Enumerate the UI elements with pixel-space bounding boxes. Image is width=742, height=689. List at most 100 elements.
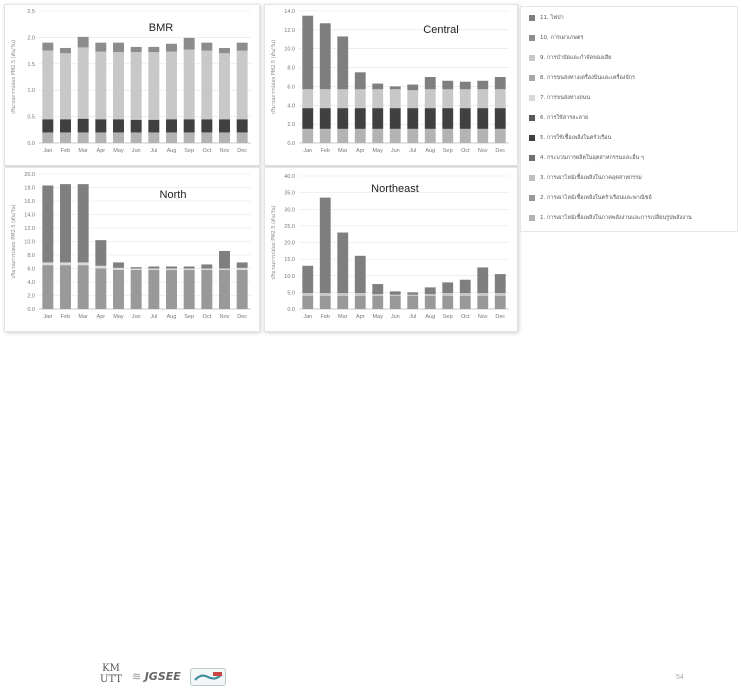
y-tick-label: 20.0: [284, 241, 295, 247]
x-tick-label: Aug: [425, 148, 435, 154]
x-tick-label: Oct: [203, 314, 212, 320]
bar-segment: [77, 262, 89, 266]
bar-segment: [477, 80, 489, 90]
jgsee-wave-icon: ≋: [132, 670, 145, 683]
bar-segment: [95, 42, 107, 52]
x-tick-label: Aug: [167, 148, 177, 154]
bar-segment: [60, 132, 71, 143]
bar-segment: [302, 89, 314, 109]
y-tick-label: 1.0: [27, 88, 35, 94]
bar-segment: [148, 268, 160, 270]
bar-segment: [424, 89, 436, 109]
bar-segment: [130, 132, 142, 143]
bar-segment: [424, 128, 436, 143]
bar-segment: [459, 108, 471, 129]
x-tick-label: Feb: [321, 148, 330, 154]
y-tick-label: 10.0: [24, 240, 35, 246]
chart-title: Northeast: [371, 183, 419, 195]
y-tick-label: 25.0: [284, 224, 295, 230]
bar-segment: [95, 268, 107, 309]
legend-item: 2. การเผาไหม้เชื้อเพลิงในครัวเรือนและพาณ…: [529, 192, 652, 204]
bar-segment: [201, 264, 213, 269]
bar-segment: [354, 108, 366, 129]
bar-segment: [113, 42, 124, 53]
x-tick-label: Jan: [303, 148, 312, 154]
y-tick-label: 6.0: [287, 84, 295, 90]
bar-segment: [183, 266, 195, 269]
bar-segment: [113, 267, 124, 270]
legend-swatch: [529, 15, 535, 21]
bar-segment: [236, 50, 248, 120]
x-tick-label: Apr: [97, 314, 106, 320]
bar-segment: [494, 293, 506, 296]
bar-segment: [95, 240, 107, 266]
legend-swatch: [529, 75, 535, 81]
bar-segment: [337, 128, 349, 143]
x-tick-label: Aug: [167, 314, 177, 320]
bar-segment: [354, 295, 366, 309]
bar-segment: [477, 108, 489, 129]
y-tick-label: 14.0: [284, 9, 295, 15]
bar-segment: [113, 119, 124, 133]
bar-segment: [337, 36, 349, 90]
x-tick-label: Aug: [425, 314, 435, 320]
bar-segment: [407, 90, 419, 109]
bar-segment: [337, 108, 349, 129]
legend-swatch: [529, 215, 535, 221]
bar-segment: [130, 119, 142, 133]
bar-segment: [42, 185, 54, 263]
y-tick-label: 1.5: [27, 62, 35, 68]
x-tick-label: Mar: [338, 314, 348, 320]
legend-label: 8. การขนส่งทางเครื่องบินและเครื่องจักร: [540, 75, 635, 81]
y-tick-label: 14.0: [24, 213, 35, 219]
y-tick-label: 6.0: [27, 267, 35, 273]
legend-swatch: [529, 115, 535, 121]
legend-label: 4. กระบวนการผลิตในอุตสาหกรรมและอื่น ๆ: [540, 155, 645, 161]
x-tick-label: Dec: [495, 148, 505, 154]
x-tick-label: Dec: [237, 148, 247, 154]
y-axis-label: ปริมาณการปล่อย PM2.5 (ตัน/วัน): [10, 204, 17, 278]
bar-segment: [236, 132, 248, 143]
bar-segment: [319, 128, 331, 143]
bar-segment: [201, 268, 213, 270]
x-tick-label: May: [373, 314, 384, 320]
jgsee-logo: ≋ JGSEE: [132, 670, 181, 683]
legend-item: 6. การใช้สารละลาย: [529, 112, 588, 124]
bar-segment: [459, 128, 471, 143]
x-tick-label: Sep: [443, 148, 453, 154]
bar-segment: [166, 119, 177, 133]
ck-logo-icon: [194, 672, 222, 681]
x-tick-label: Oct: [461, 314, 470, 320]
bar-segment: [236, 267, 248, 270]
legend-item: 5. การใช้เชื้อเพลิงในครัวเรือน: [529, 132, 611, 144]
bar-segment: [372, 128, 384, 143]
bar-segment: [319, 23, 331, 90]
legend-item: 9. การบำบัดและกำจัดของเสีย: [529, 52, 611, 64]
bar-segment: [319, 295, 331, 309]
x-tick-label: Apr: [97, 148, 106, 154]
x-tick-label: Oct: [203, 148, 212, 154]
bar-segment: [372, 89, 384, 109]
legend-item: 1. การเผาไหม้เชื้อเพลิงในภาคพลังงานและกา…: [529, 212, 692, 224]
chart-title: Central: [423, 24, 458, 36]
x-tick-label: Jul: [409, 148, 416, 154]
bar-segment: [494, 77, 506, 90]
bar-segment: [389, 295, 401, 309]
bar-segment: [77, 47, 89, 119]
bar-segment: [77, 118, 89, 133]
chart-northeast: 0.0 5.0 10.0 15.0 20.0 25.0 30.0 35.0 40.0 ปริมาณ…: [270, 174, 509, 320]
bar-segment: [183, 119, 195, 133]
legend-label: 6. การใช้สารละลาย: [540, 115, 589, 121]
bar-segment: [183, 49, 195, 120]
bar-segment: [219, 53, 230, 120]
y-tick-label: 2.0: [27, 294, 35, 300]
legend-item: 11. ไฟป่า: [529, 12, 564, 24]
bar-segment: [302, 293, 314, 296]
bar-segment: [219, 119, 230, 133]
bar-segment: [183, 37, 195, 50]
bar-segment: [389, 128, 401, 143]
bar-segment: [201, 132, 213, 143]
bar-segment: [60, 184, 71, 263]
bar-segment: [236, 42, 248, 51]
bar-segment: [148, 269, 160, 309]
